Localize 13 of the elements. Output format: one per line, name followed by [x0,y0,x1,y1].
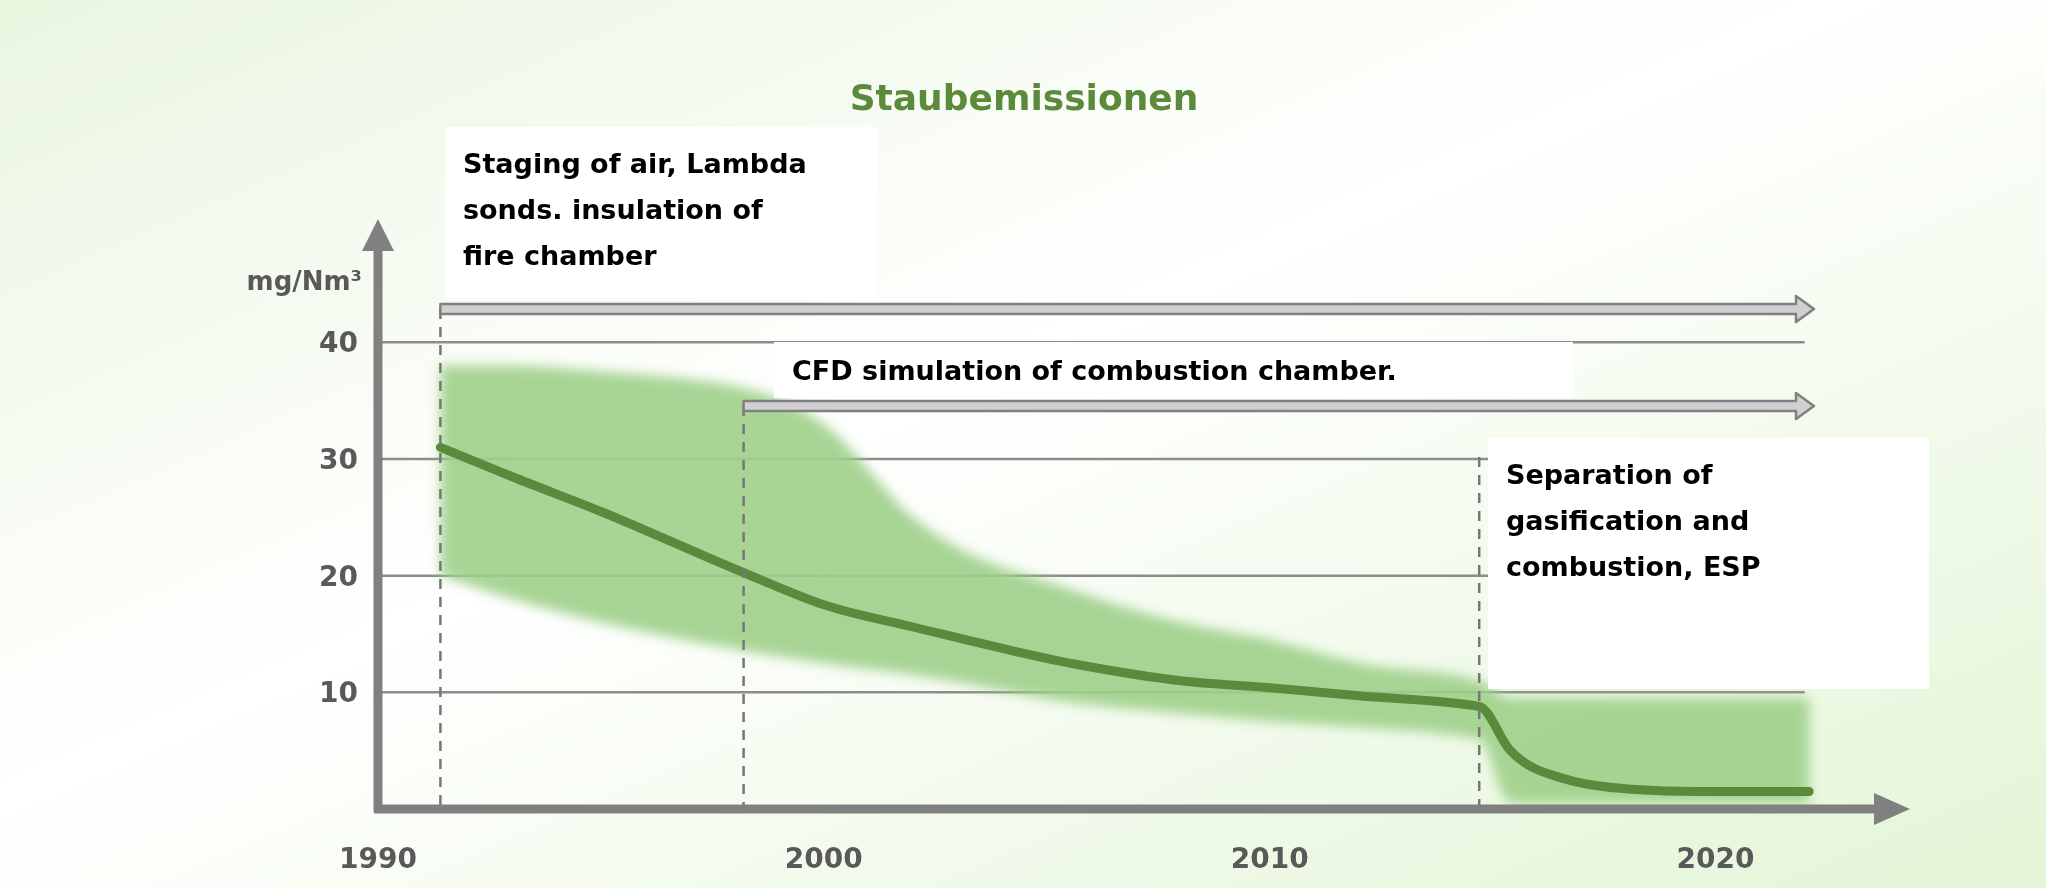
y-tick-label: 30 [319,443,358,476]
y-axis-title: mg/Nm³ [246,266,362,296]
x-tick-label: 2010 [1230,842,1309,875]
y-tick-label: 40 [319,326,358,360]
y-tick-label: 10 [319,676,358,710]
y-tick-label: 20 [319,559,358,593]
annotation: Staging of air, Lambda sonds. insulation of fire chamber [463,148,807,271]
x-tick-label: 2020 [1676,842,1755,875]
chart-title: Staubemissionen [849,77,1199,118]
x-tick-label: 2000 [784,842,863,875]
annotation: CFD simulation of combustion chamber. [792,355,1397,386]
annotation: Separation of gasification and combustion, ESP [1506,459,1761,582]
x-tick-label: 1990 [339,842,417,875]
